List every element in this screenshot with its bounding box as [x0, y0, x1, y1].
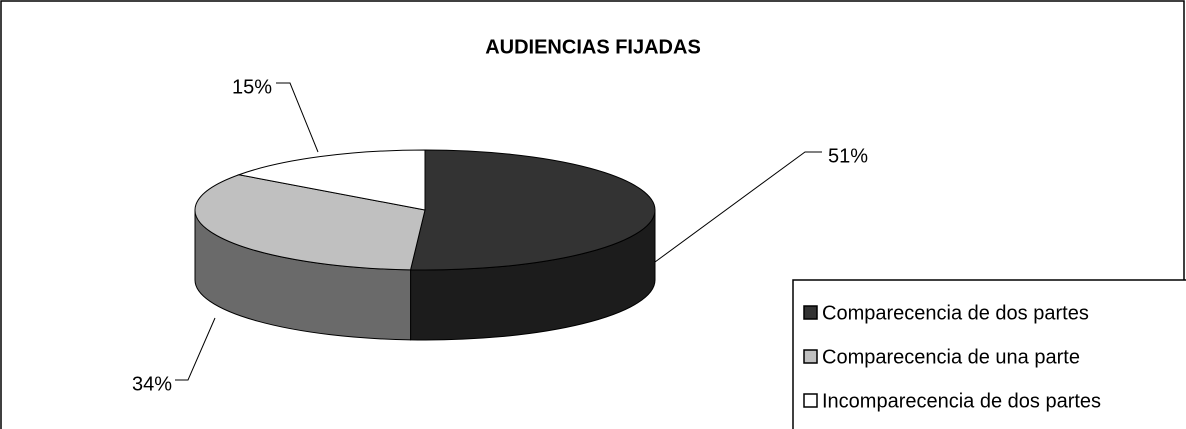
data-label: 51% [828, 145, 868, 167]
pie-slice [237, 149, 426, 211]
data-label: 34% [132, 373, 172, 395]
pie-slice [194, 174, 426, 271]
pie-slice [409, 149, 656, 271]
legend-swatch [803, 305, 818, 320]
legend-swatch [803, 349, 818, 364]
leader-line [276, 82, 319, 153]
chart-title: AUDIENCIAS FIJADAS [485, 36, 701, 58]
legend-label: Comparecencia de dos partes [822, 302, 1089, 324]
legend-label: Comparecencia de una parte [822, 346, 1080, 368]
legend-swatch [803, 393, 818, 408]
leader-line [654, 151, 822, 263]
leader-line [175, 317, 216, 381]
legend-label: Incomparecencia de dos partes [822, 390, 1101, 412]
data-label: 15% [232, 76, 272, 98]
legend-box [792, 279, 1186, 429]
